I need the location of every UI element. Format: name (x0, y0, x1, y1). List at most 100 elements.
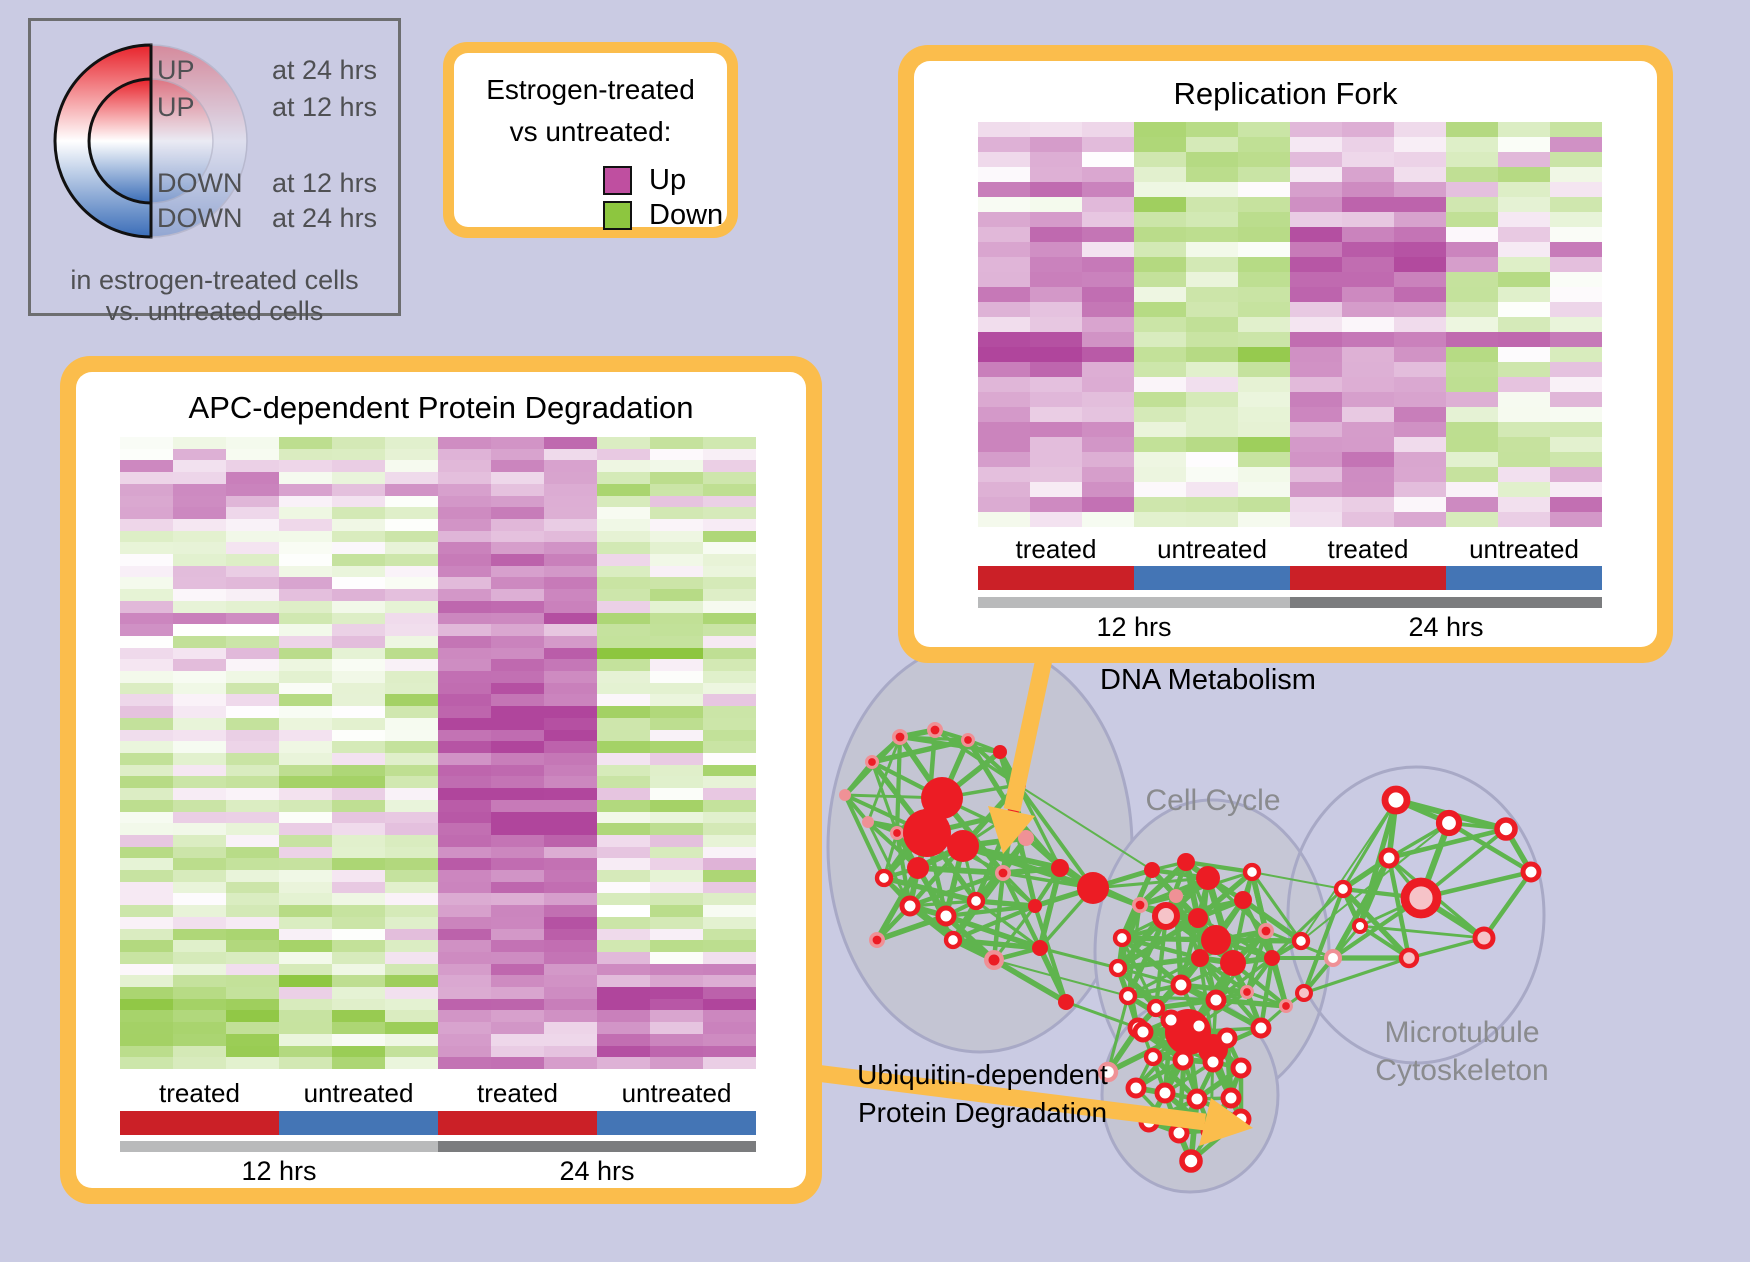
heatmap-cell (544, 858, 597, 871)
heatmap-cell (544, 928, 597, 941)
heatmap-cell (544, 624, 597, 636)
heatmap-row (978, 212, 1602, 227)
heatmap-cell (544, 788, 597, 800)
network-node (966, 891, 986, 911)
heatmap-cell (1238, 257, 1290, 272)
heatmap-cell (279, 975, 332, 988)
network-node (1169, 889, 1183, 903)
heatmap-cell (650, 858, 703, 871)
heatmap-cell (703, 1022, 756, 1034)
heatmap-row (120, 998, 756, 1011)
heatmap-cell (332, 542, 385, 555)
heatmap-cell (385, 951, 438, 964)
heatmap-cell (703, 647, 756, 660)
heatmap-cell (491, 635, 544, 648)
heatmap-cell (385, 437, 438, 449)
heatmap-row (120, 893, 756, 906)
heatmap-cell (279, 671, 332, 683)
heatmap-row (120, 823, 756, 835)
network-node (1135, 900, 1145, 910)
heatmap-cell (332, 659, 385, 672)
heatmap-cell (226, 706, 279, 718)
heatmap-cell (385, 694, 438, 707)
heatmap-cell (1186, 392, 1238, 407)
heatmap-cell (1550, 497, 1602, 512)
heatmap-row (120, 507, 756, 519)
heatmap-cell (438, 823, 491, 835)
heatmap-cell (1342, 317, 1394, 332)
heatmap-cell (385, 905, 438, 917)
heatmap-cell (1498, 317, 1550, 332)
heatmap-cell (279, 823, 332, 835)
heatmap-cell (438, 565, 491, 578)
heatmap-cell (1030, 377, 1082, 392)
heatmap-row (120, 741, 756, 753)
heatmap-cell (1290, 137, 1342, 152)
heatmap-cell (226, 846, 279, 859)
heatmap-cell (597, 717, 650, 730)
heatmap-cell (544, 987, 597, 999)
heatmap-cell (438, 1033, 491, 1046)
heatmap-cell (1290, 287, 1342, 302)
heatmap-cell (1134, 467, 1186, 482)
heatmap-cell (703, 893, 756, 906)
heatmap-cell (1446, 182, 1498, 197)
heatmap-cell (491, 1057, 544, 1069)
network-node (964, 736, 972, 744)
heatmap-cell (544, 870, 597, 882)
heatmap-cell (1550, 182, 1602, 197)
ubiquitin-label-line2: Protein Degradation (857, 1097, 1108, 1128)
up-color-swatch (603, 166, 632, 195)
heatmap-cell (1134, 227, 1186, 242)
heatmap-cell (703, 507, 756, 519)
heatmap-cell (491, 647, 544, 660)
heatmap-cell (438, 448, 491, 461)
heatmap-cell (703, 495, 756, 508)
heatmap-cell (1238, 122, 1290, 137)
heatmap-cell (226, 507, 279, 519)
heatmap-cell (597, 811, 650, 824)
heatmap-cell (1186, 317, 1238, 332)
heatmap-row (120, 788, 756, 800)
heatmap-cell (438, 870, 491, 882)
heatmap-cell (385, 460, 438, 473)
heatmap-cell (226, 565, 279, 578)
heatmap-cell (385, 788, 438, 800)
heatmap-cell (226, 752, 279, 765)
heatmap-cell (597, 963, 650, 976)
heatmap-cell (1030, 497, 1082, 512)
apc-group-label: treated (159, 1078, 240, 1108)
heatmap-row (978, 422, 1602, 437)
heatmap-cell (978, 227, 1030, 242)
heatmap-cell (650, 507, 703, 519)
heatmap-cell (1030, 347, 1082, 362)
heatmap-cell (978, 377, 1030, 392)
heatmap-cell (703, 530, 756, 543)
heatmap-cell (544, 916, 597, 929)
heatmap-cell (332, 577, 385, 590)
heatmap-cell (1394, 152, 1446, 167)
heatmap-cell (1446, 197, 1498, 212)
heatmap-cell (385, 706, 438, 718)
heatmap-row (120, 694, 756, 707)
heatmap-cell (173, 706, 226, 718)
heatmap-cell (279, 951, 332, 964)
heatmap-cell (703, 846, 756, 859)
heatmap-cell (978, 272, 1030, 287)
heatmap-cell (279, 1045, 332, 1058)
heatmap-cell (385, 940, 438, 952)
heatmap-cell (279, 893, 332, 906)
heatmap-cell (332, 963, 385, 976)
heatmap-cell (703, 940, 756, 952)
heatmap-cell (1446, 287, 1498, 302)
heatmap-cell (703, 975, 756, 988)
heatmap-cell (597, 928, 650, 941)
heatmap-cell (438, 694, 491, 707)
heatmap-cell (1394, 122, 1446, 137)
heatmap-cell (279, 834, 332, 847)
heatmap-cell (385, 987, 438, 999)
heatmap-cell (1186, 467, 1238, 482)
heatmap-cell (279, 706, 332, 718)
microtubule-label-line2: Cytoskeleton (1375, 1054, 1549, 1087)
heatmap-cell (703, 565, 756, 578)
